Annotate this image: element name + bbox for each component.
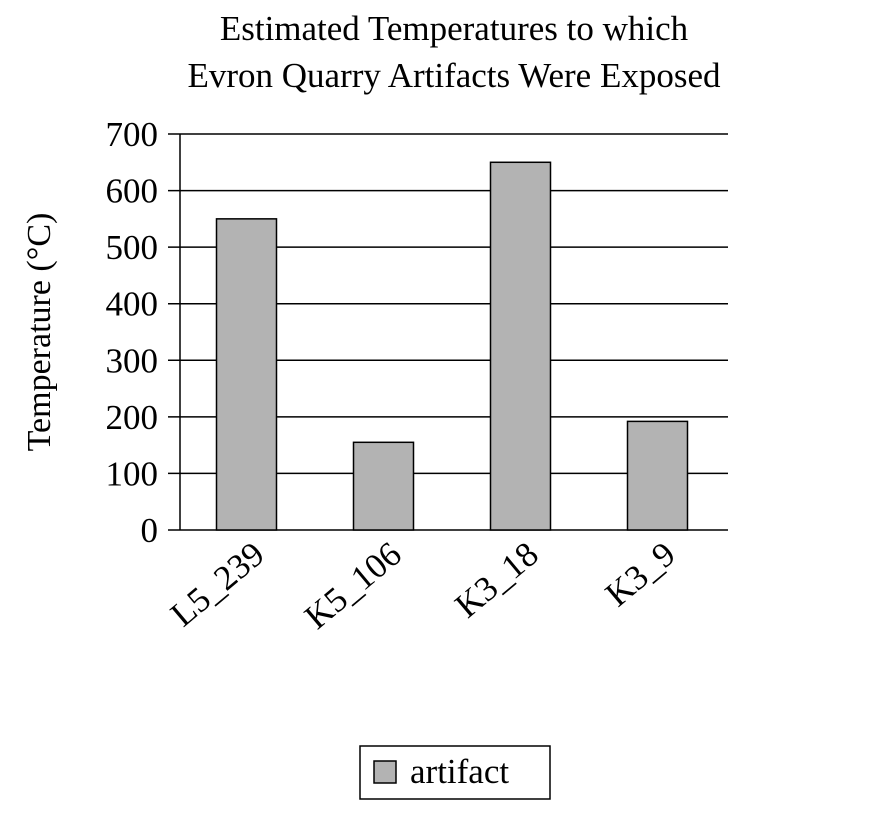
y-tick-label-0: 0	[141, 511, 159, 550]
y-tick-label-300: 300	[106, 341, 159, 380]
y-tick-label-500: 500	[106, 228, 159, 267]
y-axis-label: Temperature (°C)	[21, 213, 58, 452]
legend-label: artifact	[410, 752, 509, 791]
x-tick-label-K3_18: K3_18	[448, 534, 546, 625]
bar-K3_18	[489, 161, 552, 531]
bars	[215, 161, 689, 531]
bar-K3_9	[626, 420, 689, 531]
x-tick-label-L5_239: L5_239	[163, 534, 271, 634]
y-tick-label-600: 600	[106, 172, 159, 211]
bar-L5_239	[215, 218, 278, 531]
y-tick-label-700: 700	[106, 115, 159, 154]
legend-swatch	[373, 760, 397, 784]
y-tick-label-200: 200	[106, 398, 159, 437]
chart-title-line-2: Evron Quarry Artifacts Were Exposed	[187, 56, 721, 95]
y-axis-ticks: 0 100 200 300 400 500 600 700	[106, 115, 159, 550]
x-tick-label-K5_106: K5_106	[297, 534, 408, 636]
chart-title: Estimated Temperatures to which Evron Qua…	[187, 9, 721, 95]
bar-K5_106	[352, 441, 415, 531]
y-tick-label-100: 100	[106, 454, 159, 493]
x-axis-ticks: L5_239 K5_106 K3_18 K3_9	[163, 534, 682, 636]
legend: artifact	[359, 745, 551, 800]
x-tick-label-K3_9: K3_9	[598, 534, 683, 614]
y-tick-label-400: 400	[106, 285, 159, 324]
chart-title-line-1: Estimated Temperatures to which	[220, 9, 689, 48]
